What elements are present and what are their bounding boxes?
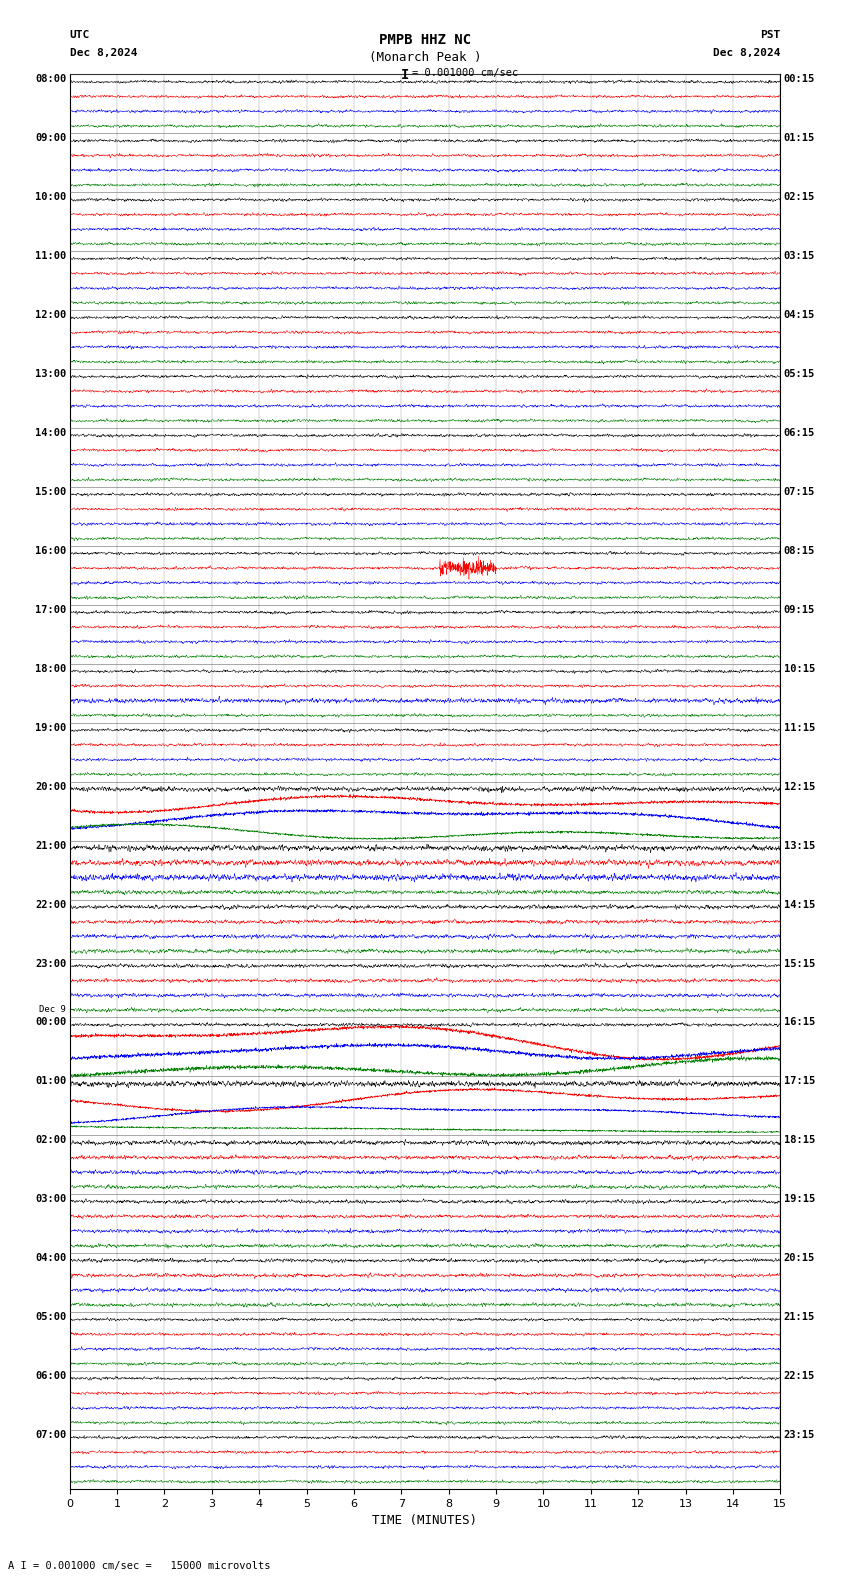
Text: 19:00: 19:00: [35, 722, 66, 733]
Text: 05:15: 05:15: [784, 369, 815, 379]
Text: 08:15: 08:15: [784, 546, 815, 556]
Text: 12:15: 12:15: [784, 782, 815, 792]
Text: 03:15: 03:15: [784, 252, 815, 261]
Text: 02:00: 02:00: [35, 1136, 66, 1145]
Text: 10:00: 10:00: [35, 192, 66, 203]
Text: 20:15: 20:15: [784, 1253, 815, 1262]
X-axis label: TIME (MINUTES): TIME (MINUTES): [372, 1514, 478, 1527]
Text: 13:00: 13:00: [35, 369, 66, 379]
Text: 11:15: 11:15: [784, 722, 815, 733]
Text: 14:15: 14:15: [784, 900, 815, 909]
Text: 23:00: 23:00: [35, 958, 66, 968]
Text: PST: PST: [760, 30, 780, 40]
Text: A I = 0.001000 cm/sec =   15000 microvolts: A I = 0.001000 cm/sec = 15000 microvolts: [8, 1562, 271, 1571]
Text: 03:00: 03:00: [35, 1194, 66, 1204]
Text: 20:00: 20:00: [35, 782, 66, 792]
Text: = 0.001000 cm/sec: = 0.001000 cm/sec: [412, 68, 518, 78]
Text: 07:00: 07:00: [35, 1430, 66, 1440]
Text: 10:15: 10:15: [784, 664, 815, 673]
Text: 21:15: 21:15: [784, 1312, 815, 1323]
Text: 14:00: 14:00: [35, 428, 66, 439]
Text: 23:15: 23:15: [784, 1430, 815, 1440]
Text: 17:15: 17:15: [784, 1077, 815, 1087]
Text: I: I: [401, 68, 410, 82]
Text: 21:00: 21:00: [35, 841, 66, 851]
Text: 22:15: 22:15: [784, 1372, 815, 1381]
Text: 07:15: 07:15: [784, 486, 815, 497]
Text: 19:15: 19:15: [784, 1194, 815, 1204]
Text: UTC: UTC: [70, 30, 90, 40]
Text: (Monarch Peak ): (Monarch Peak ): [369, 51, 481, 63]
Text: 04:00: 04:00: [35, 1253, 66, 1262]
Text: 17:00: 17:00: [35, 605, 66, 615]
Text: 15:00: 15:00: [35, 486, 66, 497]
Text: 12:00: 12:00: [35, 310, 66, 320]
Text: 08:00: 08:00: [35, 74, 66, 84]
Text: 09:00: 09:00: [35, 133, 66, 144]
Text: 15:15: 15:15: [784, 958, 815, 968]
Text: Dec 9: Dec 9: [39, 1006, 66, 1014]
Text: 13:15: 13:15: [784, 841, 815, 851]
Text: PMPB HHZ NC: PMPB HHZ NC: [379, 33, 471, 48]
Text: 02:15: 02:15: [784, 192, 815, 203]
Text: 01:15: 01:15: [784, 133, 815, 144]
Text: 18:15: 18:15: [784, 1136, 815, 1145]
Text: 06:00: 06:00: [35, 1372, 66, 1381]
Text: 06:15: 06:15: [784, 428, 815, 439]
Text: 16:00: 16:00: [35, 546, 66, 556]
Text: 09:15: 09:15: [784, 605, 815, 615]
Text: Dec 8,2024: Dec 8,2024: [713, 48, 780, 57]
Text: 00:00: 00:00: [35, 1017, 66, 1028]
Text: 00:15: 00:15: [784, 74, 815, 84]
Text: 11:00: 11:00: [35, 252, 66, 261]
Text: Dec 8,2024: Dec 8,2024: [70, 48, 137, 57]
Text: 04:15: 04:15: [784, 310, 815, 320]
Text: 01:00: 01:00: [35, 1077, 66, 1087]
Text: 18:00: 18:00: [35, 664, 66, 673]
Text: 22:00: 22:00: [35, 900, 66, 909]
Text: 16:15: 16:15: [784, 1017, 815, 1028]
Text: 05:00: 05:00: [35, 1312, 66, 1323]
